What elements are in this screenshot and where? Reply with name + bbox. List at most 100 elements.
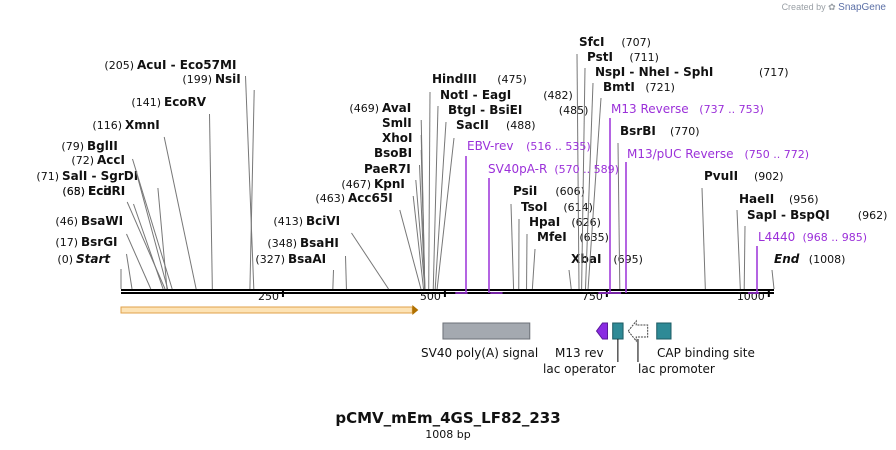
primer-range-m13-puc-reverse: (750 .. 772) xyxy=(745,148,810,161)
site-label-acc65i: Acc65I xyxy=(348,191,393,205)
feature-sv40-poly-a-signal xyxy=(442,322,531,340)
site-label-kpni: KpnI xyxy=(374,177,405,191)
site-label-hpai: HpaI xyxy=(529,215,560,229)
site-position-bsahi: (348) xyxy=(267,237,297,250)
site-label-sapi-bspqi: SapI - BspQI xyxy=(747,208,830,222)
site-label-sali-sgrdi: SalI - SgrDI xyxy=(62,169,138,183)
site-connector-mfei xyxy=(531,248,536,290)
site-connector-bglii xyxy=(132,158,173,290)
site-position-kpni: (467) xyxy=(341,178,371,191)
site-position-btgi-bsiei: (485) xyxy=(559,104,589,117)
site-position-sacii: (488) xyxy=(506,119,536,132)
site-position-bmti: (721) xyxy=(645,81,675,94)
site-label-sfci: SfcI xyxy=(579,35,604,49)
site-position-bsawi: (46) xyxy=(55,215,78,228)
site-position-sapi-bspqi: (962) xyxy=(858,209,888,222)
site-connector-ecori xyxy=(133,203,164,290)
site-label-psii: PsiI xyxy=(513,184,537,198)
site-connector-kpni xyxy=(412,195,425,290)
primer-range-sv40pa-r: (570 .. 589) xyxy=(554,163,619,176)
site-connector-bsawi xyxy=(126,233,152,290)
site-position-bsrgi: (17) xyxy=(55,236,78,249)
backbone-top xyxy=(121,289,774,291)
primer-label-m13-reverse: M13 Reverse xyxy=(611,102,689,116)
site-connector-sfci xyxy=(576,53,580,290)
site-connector-ecii xyxy=(126,201,166,290)
site-position-hpai: (626) xyxy=(571,216,601,229)
site-label-xhoi: XhoI xyxy=(382,131,413,145)
site-connector-psii xyxy=(510,203,515,290)
site-connector-btgi-bsiei xyxy=(434,121,447,290)
site-position-bsrbi: (770) xyxy=(670,125,700,138)
site-connector-sali-sgrdi xyxy=(157,187,168,290)
site-label-avai: AvaI xyxy=(382,101,411,115)
site-label-smli: SmlI xyxy=(382,116,412,130)
site-position-psti: (711) xyxy=(629,51,659,64)
site-position-ecii: (68) xyxy=(62,185,85,198)
orf-arrowhead xyxy=(412,305,419,315)
site-position-avai: (469) xyxy=(349,102,379,115)
site-connector-noti-eagi xyxy=(432,105,439,290)
site-position-nsii: (199) xyxy=(182,73,212,86)
backbone-bottom xyxy=(121,292,774,294)
site-label-haeii: HaeII xyxy=(739,192,774,206)
primer-label-sv40pa-r: SV40pA-R xyxy=(488,162,547,176)
site-connector-end xyxy=(771,269,775,290)
site-connector-acui-eco57mi xyxy=(245,75,255,290)
primer-range-ebv-rev: (516 .. 535) xyxy=(526,140,591,153)
site-connector-bsahi xyxy=(345,255,347,290)
site-position-sfci: (707) xyxy=(621,36,651,49)
tick-label: 500 xyxy=(420,290,441,303)
site-position-bsaai: (327) xyxy=(255,253,285,266)
site-position-haeii: (956) xyxy=(789,193,819,206)
snapgene-credit: Created by ✿ SnapGene xyxy=(782,2,886,13)
site-label-xmni: XmnI xyxy=(125,118,160,132)
site-position-acci: (72) xyxy=(71,154,94,167)
site-position-hindiii: (475) xyxy=(497,73,527,86)
site-label-ecorv: EcoRV xyxy=(164,95,207,109)
site-connector-acci xyxy=(135,171,169,290)
site-position-bcivi: (413) xyxy=(273,215,303,228)
site-label-bglii: BglII xyxy=(87,139,118,153)
site-connector-bsaai xyxy=(332,269,334,290)
site-position-noti-eagi: (482) xyxy=(543,89,573,102)
site-label-start: Start xyxy=(76,252,111,266)
tick-label: 250 xyxy=(258,290,279,303)
site-position-ecori: (65) xyxy=(62,185,85,198)
site-label-bsahi: BsaHI xyxy=(300,236,339,250)
site-connector-bcivi xyxy=(351,232,389,290)
site-position-xmni: (116) xyxy=(92,119,122,132)
site-label-end: End xyxy=(774,252,800,266)
credit-brand: SnapGene xyxy=(838,2,886,13)
site-label-nsii: NsiI xyxy=(215,72,241,86)
site-position-pvuii: (902) xyxy=(754,170,784,183)
tick-label: 750 xyxy=(582,290,603,303)
feature-label-cap-binding-site: CAP binding site xyxy=(657,346,755,360)
site-connector-paer7i xyxy=(415,179,426,290)
feature-label-sv40-poly-a-signal: SV40 poly(A) signal xyxy=(421,346,538,360)
credit-prefix: Created by xyxy=(781,2,826,12)
primer-range-m13-reverse: (737 .. 753) xyxy=(699,103,764,116)
feature-m13-rev xyxy=(595,322,609,340)
feature-lac-promoter xyxy=(627,319,649,343)
primer-label-l4440: L4440 xyxy=(758,230,795,244)
site-label-bmti: BmtI xyxy=(603,80,635,94)
feature-lac-operator xyxy=(612,322,624,340)
site-connector-acc65i xyxy=(399,209,422,290)
feature-cap-binding-site xyxy=(656,322,672,340)
site-label-acci: AccI xyxy=(97,153,125,167)
feature-label-lac-operator: lac operator xyxy=(543,362,616,376)
site-position-nspi-nhei-sphi: (717) xyxy=(759,66,789,79)
orf-bar xyxy=(120,306,413,314)
site-label-bsaai: BsaAI xyxy=(288,252,326,266)
site-label-bsrbi: BsrBI xyxy=(620,124,656,138)
site-position-mfei: (635) xyxy=(579,231,609,244)
snapgene-logo-icon: ✿ xyxy=(828,2,836,12)
site-label-ecori: EcoRI xyxy=(88,184,125,198)
site-label-tsoi: TsoI xyxy=(521,200,547,214)
site-connector-sacii xyxy=(436,137,455,290)
site-position-acc65i: (463) xyxy=(315,192,345,205)
site-connector-xbai xyxy=(568,269,572,290)
site-connector-xmni xyxy=(163,136,197,290)
